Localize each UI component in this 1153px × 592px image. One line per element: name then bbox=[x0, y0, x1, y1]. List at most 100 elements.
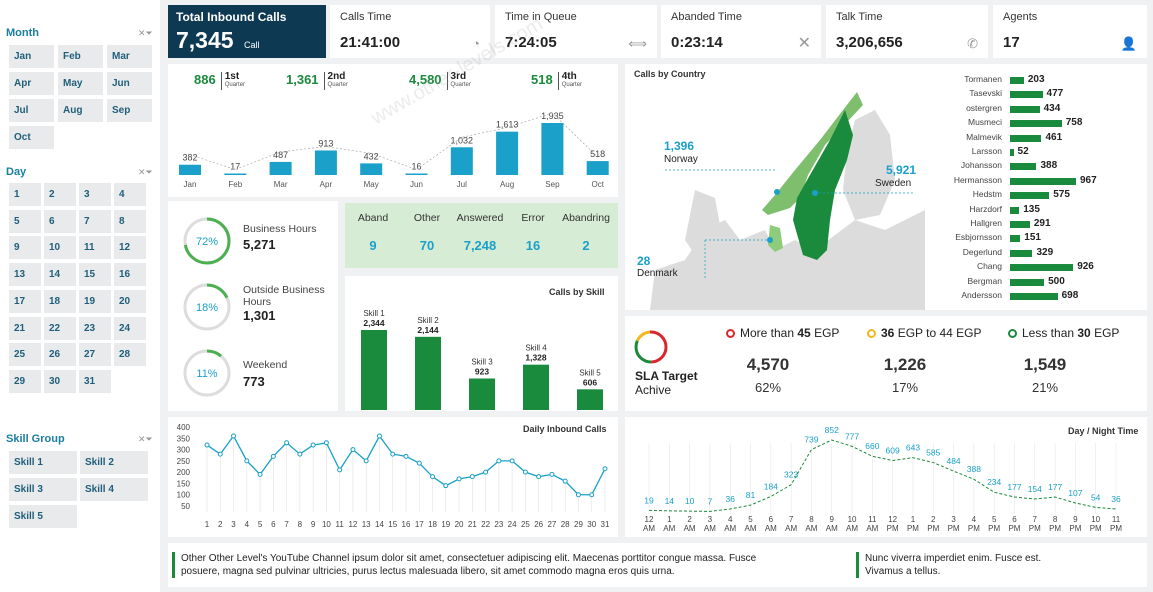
slicer-button[interactable]: 28 bbox=[114, 343, 146, 367]
legend-text: EGP bbox=[1090, 326, 1120, 340]
slicer-button[interactable]: Jan bbox=[9, 45, 54, 68]
slicer-button[interactable]: 3 bbox=[79, 183, 111, 206]
slicer-button[interactable]: Sep bbox=[107, 99, 152, 122]
x-tick-label: 10 bbox=[322, 520, 331, 529]
slicer-button[interactable]: 26 bbox=[44, 343, 76, 367]
slicer-button[interactable]: 20 bbox=[114, 289, 146, 313]
slicer-button[interactable]: 16 bbox=[114, 263, 146, 287]
country-agent-label: Hermansson bbox=[953, 174, 1002, 185]
slicer-button[interactable]: Skill 5 bbox=[9, 505, 77, 528]
quarter-sub: Quarter bbox=[327, 82, 348, 88]
slicer-button[interactable]: Oct bbox=[9, 126, 54, 149]
x-tick-label: 2 bbox=[931, 515, 936, 524]
hours-panel bbox=[168, 201, 338, 411]
slicer-button[interactable]: 10 bbox=[44, 236, 76, 260]
y-tick-label: 350 bbox=[177, 434, 191, 443]
x-tick-label: 23 bbox=[494, 520, 503, 529]
slicer-button[interactable]: 15 bbox=[79, 263, 111, 287]
quarter-item: 4,580 3rd Quarter bbox=[409, 72, 471, 90]
slicer-button[interactable]: Feb bbox=[58, 45, 103, 68]
slicer-button[interactable]: 12 bbox=[114, 236, 146, 260]
country-agent-label: Larsson bbox=[971, 146, 1002, 156]
slicer-button[interactable]: 24 bbox=[114, 316, 146, 340]
clear-filter-icon[interactable]: ✕⏷ bbox=[138, 28, 153, 38]
bar bbox=[1010, 149, 1014, 156]
circle-icon bbox=[867, 328, 876, 338]
bar-value-label: 913 bbox=[318, 138, 333, 148]
slicer-button[interactable]: Skill 2 bbox=[80, 451, 148, 474]
slicer-button[interactable]: 9 bbox=[9, 236, 41, 260]
slicer-button[interactable]: 1 bbox=[9, 183, 41, 206]
bar-value-label: 151 bbox=[1024, 232, 1041, 244]
clear-filter-icon[interactable]: ✕⏷ bbox=[138, 434, 153, 444]
slicer-button[interactable]: 14 bbox=[44, 263, 76, 287]
bar-value-label: 575 bbox=[1053, 189, 1070, 201]
slicer-button[interactable]: 2 bbox=[44, 183, 76, 206]
bar-value-label: 606 bbox=[583, 377, 597, 387]
bar-value-label: 461 bbox=[1045, 131, 1063, 143]
bar bbox=[1010, 134, 1042, 142]
denmark-label: Denmark bbox=[637, 268, 678, 279]
slicer-button[interactable]: May bbox=[58, 72, 103, 95]
slicer-button[interactable]: 27 bbox=[79, 343, 111, 367]
slicer-button[interactable]: 17 bbox=[9, 289, 41, 313]
slicer-button[interactable]: 30 bbox=[44, 369, 76, 393]
slicer-button[interactable]: Apr bbox=[9, 72, 54, 95]
slicer-button[interactable]: 8 bbox=[114, 209, 146, 233]
slicer-button[interactable]: Skill 3 bbox=[9, 478, 77, 501]
bar bbox=[1010, 206, 1020, 214]
x-tick-label: AM bbox=[663, 524, 675, 533]
scandinavia-map bbox=[650, 92, 925, 310]
bar-value-label: 758 bbox=[1065, 117, 1083, 129]
slicer-button[interactable]: 18 bbox=[44, 289, 76, 313]
bar-value-label: 967 bbox=[1080, 174, 1097, 186]
slicer-button[interactable]: 13 bbox=[9, 263, 41, 287]
slicer-button[interactable]: Skill 1 bbox=[9, 451, 77, 474]
slicer-button[interactable]: 21 bbox=[9, 316, 41, 340]
bar-value-label: 203 bbox=[1027, 74, 1045, 85]
point bbox=[496, 458, 502, 464]
clear-filter-icon[interactable]: ✕⏷ bbox=[138, 167, 153, 177]
sla-legend-item: Less than 30 EGP bbox=[1008, 326, 1119, 340]
slicer-button[interactable]: 31 bbox=[79, 369, 111, 393]
x-tick-label: Skill 2 bbox=[417, 316, 439, 325]
point bbox=[204, 442, 210, 448]
sla-percent: 17% bbox=[891, 380, 919, 395]
y-tick-label: 250 bbox=[177, 457, 191, 466]
kpi-agents: Agents 17 👤 bbox=[993, 5, 1147, 58]
slicer-button[interactable]: Jun bbox=[107, 72, 152, 95]
slicer-button[interactable]: 25 bbox=[9, 343, 41, 367]
x-tick-label: 2 bbox=[687, 515, 692, 524]
x-tick-label: 17 bbox=[415, 520, 424, 529]
point-value-label: 154 bbox=[1028, 484, 1042, 494]
slicer-button[interactable]: 11 bbox=[79, 236, 111, 260]
slicer-button[interactable]: 22 bbox=[44, 316, 76, 340]
slicer-button[interactable]: Aug bbox=[58, 99, 103, 122]
circle-icon bbox=[1008, 328, 1017, 338]
bar bbox=[1010, 163, 1037, 171]
bar bbox=[496, 131, 519, 175]
slicer-button[interactable]: 23 bbox=[79, 316, 111, 340]
status-value: 2 bbox=[582, 238, 590, 253]
slicer-button[interactable]: 6 bbox=[44, 209, 76, 233]
status-column: Abandring 2 bbox=[560, 212, 612, 253]
slicer-button[interactable]: 5 bbox=[9, 209, 41, 233]
slicer-button[interactable]: 4 bbox=[114, 183, 146, 206]
point bbox=[390, 451, 396, 457]
x-tick-label: AM bbox=[805, 524, 817, 533]
slicer-button[interactable]: 19 bbox=[79, 289, 111, 313]
kpi-time-in-queue: Time in Queue 7:24:05 ⟺ bbox=[495, 5, 657, 58]
x-tick-label: Feb bbox=[228, 180, 242, 189]
status-column: Error 16 bbox=[507, 212, 559, 253]
notes-panel bbox=[168, 543, 1147, 587]
slicer-button[interactable]: Jul bbox=[9, 99, 54, 122]
slicer-button[interactable]: Mar bbox=[107, 45, 152, 68]
x-tick-label: 10 bbox=[848, 515, 857, 524]
x-tick-label: 11 bbox=[336, 520, 345, 529]
slicer-button[interactable]: 7 bbox=[79, 209, 111, 233]
point-value-label: 184 bbox=[764, 481, 778, 491]
kpi-total-inbound: Total Inbound Calls 7,345 Call bbox=[168, 5, 326, 58]
slicer-button[interactable]: 29 bbox=[9, 369, 41, 393]
status-value: 7,248 bbox=[463, 238, 497, 253]
slicer-button[interactable]: Skill 4 bbox=[80, 478, 148, 501]
